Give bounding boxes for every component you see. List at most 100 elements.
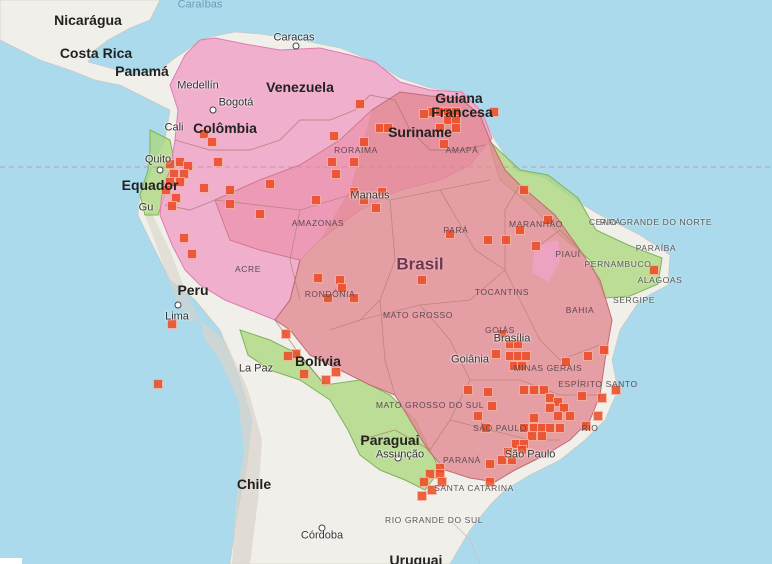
observation-cell	[531, 241, 541, 251]
observation-cell	[509, 361, 519, 371]
observation-cell	[483, 387, 493, 397]
country-label-paraguai: Paraguai	[360, 432, 420, 448]
country-label-guiana: Guiana	[435, 90, 483, 106]
observation-cell	[597, 393, 607, 403]
state-label-piaui: PIAUÍ	[555, 248, 581, 259]
observation-cell	[445, 229, 455, 239]
state-label-minas-gerais: MINAS GERAIS	[513, 362, 583, 373]
andes-relief-north	[145, 210, 200, 322]
observation-cell	[349, 293, 359, 303]
observation-cell	[175, 177, 185, 187]
city-label-sao-paulo: São Paulo	[504, 448, 556, 461]
observation-cell	[539, 385, 549, 395]
observation-cell	[553, 397, 563, 407]
city-dot-quito	[156, 166, 164, 174]
observation-cell	[419, 109, 429, 119]
observation-cell	[207, 137, 217, 147]
observation-cell	[299, 369, 309, 379]
observation-cell	[565, 411, 575, 421]
state-label-acre: ACRE	[234, 263, 262, 274]
observation-cell	[439, 139, 449, 149]
observation-cell	[529, 413, 539, 423]
observation-cell	[435, 123, 445, 133]
observation-cell	[335, 275, 345, 285]
observation-cell	[529, 385, 539, 395]
observation-cell	[349, 157, 359, 167]
observation-cell	[161, 185, 171, 195]
observation-cell	[481, 423, 491, 433]
observation-cell	[555, 423, 565, 433]
observation-cell	[175, 157, 185, 167]
observation-cell	[349, 187, 359, 197]
observation-cell	[611, 385, 621, 395]
observation-cell	[165, 177, 175, 187]
city-label-cordoba: Córdoba	[300, 529, 344, 542]
observation-cell	[179, 169, 189, 179]
state-label-alagoas: ALAGOAS	[637, 274, 683, 285]
observation-cell	[437, 477, 447, 487]
observation-cell	[561, 357, 571, 367]
state-label-amapa: AMAPÁ	[445, 144, 479, 155]
observation-cell	[383, 123, 393, 133]
observation-cell	[473, 411, 483, 421]
city-label-rio: RIO	[581, 422, 599, 433]
observation-cell	[311, 195, 321, 205]
state-label-mato-grosso-do-sul: MATO GROSSO DO SUL	[375, 399, 485, 410]
state-label-para: PARÁ	[443, 224, 469, 235]
observation-cell	[583, 351, 593, 361]
state-label-ceara: CEARÁ	[588, 216, 622, 227]
city-dot-assuncao	[394, 454, 402, 462]
city-dot-caracas	[292, 42, 300, 50]
observation-cell	[593, 411, 603, 421]
observation-cell	[491, 349, 501, 359]
coast-south	[449, 519, 481, 564]
country-label-panama: Panamá	[115, 63, 169, 79]
observation-cell	[519, 423, 529, 433]
observation-cell	[417, 491, 427, 501]
range-pink-amazon	[215, 110, 372, 260]
andes-relief	[200, 320, 262, 564]
observation-cell	[527, 431, 537, 441]
state-label-sao-paulo: SÃO PAULO	[473, 422, 527, 433]
observation-cell	[451, 123, 461, 133]
observation-cell	[451, 115, 461, 125]
observation-cell	[519, 385, 529, 395]
observation-cell	[265, 179, 275, 189]
observation-cell	[435, 107, 445, 117]
observation-cell	[443, 115, 453, 125]
observation-cell	[485, 477, 495, 487]
city-label-brasilia: Brasília	[493, 332, 531, 345]
observation-cell	[281, 329, 291, 339]
attribution-box	[0, 558, 22, 564]
observation-cell	[187, 249, 197, 259]
state-label-roraima: RORAIMA	[334, 144, 378, 155]
observation-cell	[483, 235, 493, 245]
country-borders	[164, 94, 486, 451]
observation-cell	[517, 445, 527, 455]
observation-cell	[545, 393, 555, 403]
observation-cell	[225, 199, 235, 209]
range-pink-piaui	[532, 240, 560, 282]
city-label-goiania: Goiânia	[451, 353, 489, 366]
observation-cell	[375, 123, 385, 133]
state-label-espirito-santo: ESPÍRITO SANTO	[558, 378, 638, 389]
state-label-amazonas: AMAZONAS	[291, 217, 345, 228]
observation-cell	[171, 193, 181, 203]
observation-cell	[329, 131, 339, 141]
observation-cell	[649, 265, 659, 275]
observation-cell	[225, 185, 235, 195]
observation-cell	[519, 185, 529, 195]
state-label-rondonia: RONDÔNIA	[304, 288, 356, 299]
observation-cell	[169, 169, 179, 179]
state-label-tocantins: TOCANTINS	[474, 286, 530, 297]
observation-cell	[435, 469, 445, 479]
observation-cell	[321, 375, 331, 385]
country-label-chile: Chile	[236, 476, 272, 492]
city-label-medellin: Medellín	[177, 79, 219, 92]
state-label-paraiba: PARAÍBA	[635, 242, 677, 253]
observation-cell	[355, 99, 365, 109]
observation-cell	[505, 351, 515, 361]
city-label-assuncao: Assunção	[375, 448, 425, 461]
observation-cell	[337, 283, 347, 293]
